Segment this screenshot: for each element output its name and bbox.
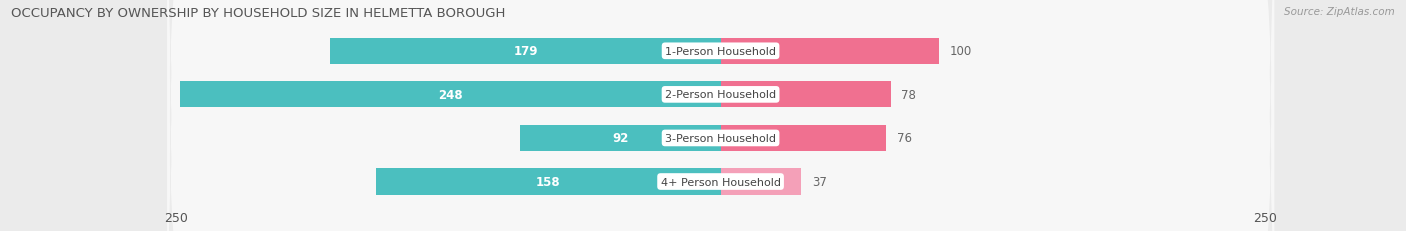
Text: OCCUPANCY BY OWNERSHIP BY HOUSEHOLD SIZE IN HELMETTA BOROUGH: OCCUPANCY BY OWNERSHIP BY HOUSEHOLD SIZE… bbox=[11, 7, 506, 20]
FancyBboxPatch shape bbox=[167, 0, 1274, 231]
Bar bbox=[180, 82, 721, 108]
Text: 158: 158 bbox=[536, 175, 561, 188]
Bar bbox=[721, 125, 886, 151]
Text: 78: 78 bbox=[901, 88, 917, 101]
Text: 179: 179 bbox=[513, 45, 537, 58]
Text: 76: 76 bbox=[897, 132, 912, 145]
Bar bbox=[520, 125, 721, 151]
Text: 3-Person Household: 3-Person Household bbox=[665, 133, 776, 143]
Text: 248: 248 bbox=[439, 88, 463, 101]
FancyBboxPatch shape bbox=[167, 0, 1274, 231]
Bar bbox=[721, 82, 890, 108]
Text: 4+ Person Household: 4+ Person Household bbox=[661, 177, 780, 187]
Text: 92: 92 bbox=[612, 132, 628, 145]
Text: 1-Person Household: 1-Person Household bbox=[665, 47, 776, 57]
FancyBboxPatch shape bbox=[167, 0, 1274, 231]
Bar bbox=[330, 39, 721, 65]
Bar bbox=[721, 39, 939, 65]
Bar bbox=[377, 169, 721, 195]
Text: 100: 100 bbox=[949, 45, 972, 58]
FancyBboxPatch shape bbox=[167, 0, 1274, 231]
Text: Source: ZipAtlas.com: Source: ZipAtlas.com bbox=[1284, 7, 1395, 17]
Text: 37: 37 bbox=[813, 175, 827, 188]
Bar bbox=[721, 169, 801, 195]
Text: 2-Person Household: 2-Person Household bbox=[665, 90, 776, 100]
